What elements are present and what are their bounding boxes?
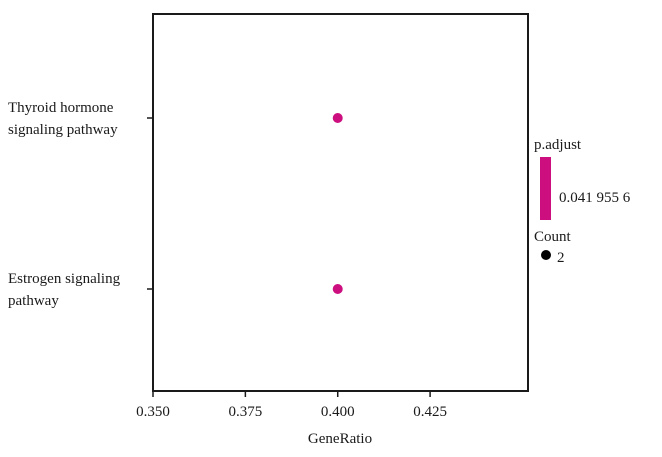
legend-size-dot — [541, 250, 551, 260]
legend: p.adjust 0.041 955 6 Count 2 — [534, 137, 631, 266]
y-category-label-line: Estrogen signaling — [8, 271, 121, 287]
x-tick-label: 0.350 — [136, 404, 170, 420]
x-tick-label: 0.375 — [228, 404, 262, 420]
plot-panel — [152, 13, 529, 392]
legend-size-value: 2 — [557, 250, 565, 266]
y-category-label-line: Thyroid hormone — [8, 100, 114, 116]
y-category-label-line: pathway — [8, 293, 59, 309]
y-category-label-line: signaling pathway — [8, 122, 118, 138]
data-point — [332, 113, 343, 123]
legend-color-value: 0.041 955 6 — [559, 190, 631, 206]
data-point — [332, 284, 343, 294]
y-category-label: Estrogen signaling pathway — [8, 271, 121, 309]
x-axis-title: GeneRatio — [308, 431, 372, 447]
x-tick-label: 0.425 — [413, 404, 447, 420]
points-layer — [332, 113, 343, 294]
y-axis: Thyroid hormone signaling pathway Estrogen… — [8, 100, 153, 309]
x-axis: 0.350 0.375 0.400 0.425 — [136, 391, 447, 420]
legend-colorbar — [540, 157, 551, 220]
y-category-label: Thyroid hormone signaling pathway — [8, 100, 118, 138]
x-tick-label: 0.400 — [321, 404, 355, 420]
legend-color-title: p.adjust — [534, 137, 582, 153]
legend-size-title: Count — [534, 229, 572, 245]
